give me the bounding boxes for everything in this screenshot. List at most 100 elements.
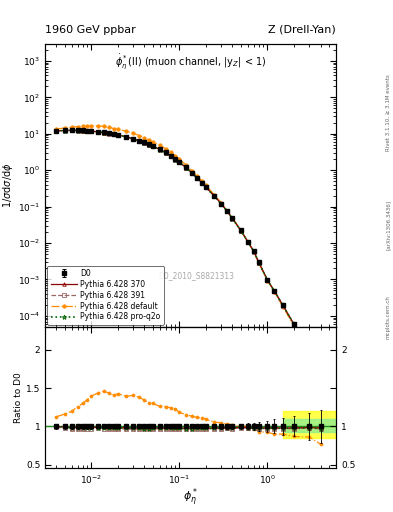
Pythia 6.428 370 <box>124 134 129 140</box>
Pythia 6.428 370 <box>190 170 195 176</box>
Pythia 6.428 default <box>190 168 195 174</box>
Pythia 6.428 370 <box>80 127 85 134</box>
Line: Pythia 6.428 370: Pythia 6.428 370 <box>55 129 322 374</box>
Pythia 6.428 391 <box>169 153 173 159</box>
Text: Rivet 3.1.10, ≥ 3.1M events: Rivet 3.1.10, ≥ 3.1M events <box>386 74 391 151</box>
Pythia 6.428 391 <box>281 303 285 309</box>
Pythia 6.428 391 <box>212 193 217 199</box>
Pythia 6.428 370 <box>137 138 141 144</box>
Pythia 6.428 391 <box>131 136 136 142</box>
Pythia 6.428 391 <box>107 131 112 137</box>
Pythia 6.428 391 <box>102 130 107 136</box>
Pythia 6.428 391 <box>147 142 151 148</box>
Pythia 6.428 370 <box>272 288 277 294</box>
Pythia 6.428 391 <box>177 159 182 165</box>
Pythia 6.428 pro-q2o <box>75 127 80 134</box>
Pythia 6.428 391 <box>239 228 243 234</box>
Pythia 6.428 default <box>230 215 235 221</box>
Pythia 6.428 default <box>111 125 116 132</box>
Pythia 6.428 pro-q2o <box>137 138 141 144</box>
Pythia 6.428 pro-q2o <box>102 130 107 136</box>
Pythia 6.428 370 <box>89 128 94 134</box>
Pythia 6.428 370 <box>111 131 116 137</box>
Pythia 6.428 pro-q2o <box>163 150 168 156</box>
Pythia 6.428 default <box>281 304 285 310</box>
Pythia 6.428 391 <box>158 146 162 153</box>
Y-axis label: Ratio to D0: Ratio to D0 <box>14 372 23 423</box>
Pythia 6.428 370 <box>230 216 235 222</box>
Pythia 6.428 default <box>163 145 168 152</box>
Pythia 6.428 391 <box>230 216 235 222</box>
Pythia 6.428 default <box>177 156 182 162</box>
Pythia 6.428 pro-q2o <box>96 129 101 135</box>
X-axis label: $\phi^*_\eta$: $\phi^*_\eta$ <box>183 487 198 509</box>
Pythia 6.428 391 <box>219 201 224 207</box>
Pythia 6.428 pro-q2o <box>272 288 277 294</box>
Pythia 6.428 370 <box>184 165 189 171</box>
Text: [arXiv:1306.3436]: [arXiv:1306.3436] <box>386 200 391 250</box>
Pythia 6.428 370 <box>195 175 200 181</box>
Pythia 6.428 pro-q2o <box>190 170 195 176</box>
Pythia 6.428 370 <box>265 277 270 283</box>
Pythia 6.428 default <box>137 133 141 139</box>
Pythia 6.428 370 <box>54 128 59 134</box>
Pythia 6.428 default <box>169 149 173 155</box>
Pythia 6.428 pro-q2o <box>225 208 230 215</box>
Pythia 6.428 default <box>85 123 90 129</box>
Pythia 6.428 370 <box>212 193 217 199</box>
Pythia 6.428 pro-q2o <box>62 127 67 134</box>
Pythia 6.428 pro-q2o <box>257 260 261 266</box>
Pythia 6.428 370 <box>147 141 151 147</box>
Pythia 6.428 pro-q2o <box>80 127 85 134</box>
Pythia 6.428 391 <box>89 129 94 135</box>
Pythia 6.428 pro-q2o <box>318 370 323 376</box>
Pythia 6.428 370 <box>239 227 243 233</box>
Pythia 6.428 370 <box>246 239 250 245</box>
Pythia 6.428 370 <box>158 146 162 153</box>
Pythia 6.428 pro-q2o <box>151 143 155 150</box>
Pythia 6.428 391 <box>257 260 261 266</box>
Pythia 6.428 370 <box>69 127 74 133</box>
Pythia 6.428 default <box>69 124 74 130</box>
Pythia 6.428 370 <box>173 156 178 162</box>
Pythia 6.428 pro-q2o <box>246 239 250 245</box>
Pythia 6.428 pro-q2o <box>54 128 59 134</box>
Pythia 6.428 370 <box>102 130 107 136</box>
Pythia 6.428 pro-q2o <box>177 159 182 165</box>
Pythia 6.428 391 <box>163 150 168 156</box>
Pythia 6.428 default <box>318 373 323 379</box>
Pythia 6.428 391 <box>54 128 59 134</box>
Pythia 6.428 391 <box>292 322 296 328</box>
Pythia 6.428 391 <box>252 248 256 254</box>
Pythia 6.428 default <box>151 139 155 145</box>
Pythia 6.428 391 <box>318 370 323 376</box>
Pythia 6.428 370 <box>163 150 168 156</box>
Pythia 6.428 370 <box>257 260 261 266</box>
Pythia 6.428 391 <box>184 165 189 171</box>
Text: $\dot{\phi}^*_\eta$(ll) (muon channel, |y$_Z$| < 1): $\dot{\phi}^*_\eta$(ll) (muon channel, |… <box>115 52 266 71</box>
Pythia 6.428 default <box>75 123 80 130</box>
Pythia 6.428 default <box>142 135 147 141</box>
Pythia 6.428 default <box>195 173 200 179</box>
Pythia 6.428 391 <box>200 180 204 186</box>
Pythia 6.428 391 <box>151 143 155 150</box>
Pythia 6.428 391 <box>246 239 250 245</box>
Text: Z (Drell-Yan): Z (Drell-Yan) <box>268 25 336 35</box>
Pythia 6.428 default <box>107 124 112 131</box>
Pythia 6.428 391 <box>190 170 195 177</box>
Pythia 6.428 370 <box>62 127 67 134</box>
Pythia 6.428 default <box>307 352 312 358</box>
Text: D0_2010_S8821313: D0_2010_S8821313 <box>158 271 234 281</box>
Y-axis label: 1/$\sigma$d$\sigma$/d$\phi$: 1/$\sigma$d$\sigma$/d$\phi$ <box>1 162 15 208</box>
Pythia 6.428 default <box>89 123 94 129</box>
Pythia 6.428 391 <box>204 184 208 190</box>
Pythia 6.428 default <box>252 248 256 254</box>
Pythia 6.428 default <box>124 128 129 134</box>
Pythia 6.428 370 <box>281 302 285 308</box>
Pythia 6.428 pro-q2o <box>131 136 136 142</box>
Line: Pythia 6.428 391: Pythia 6.428 391 <box>55 129 322 374</box>
Pythia 6.428 pro-q2o <box>265 277 270 283</box>
Pythia 6.428 default <box>131 130 136 136</box>
Pythia 6.428 pro-q2o <box>107 131 112 137</box>
Pythia 6.428 default <box>102 123 107 130</box>
